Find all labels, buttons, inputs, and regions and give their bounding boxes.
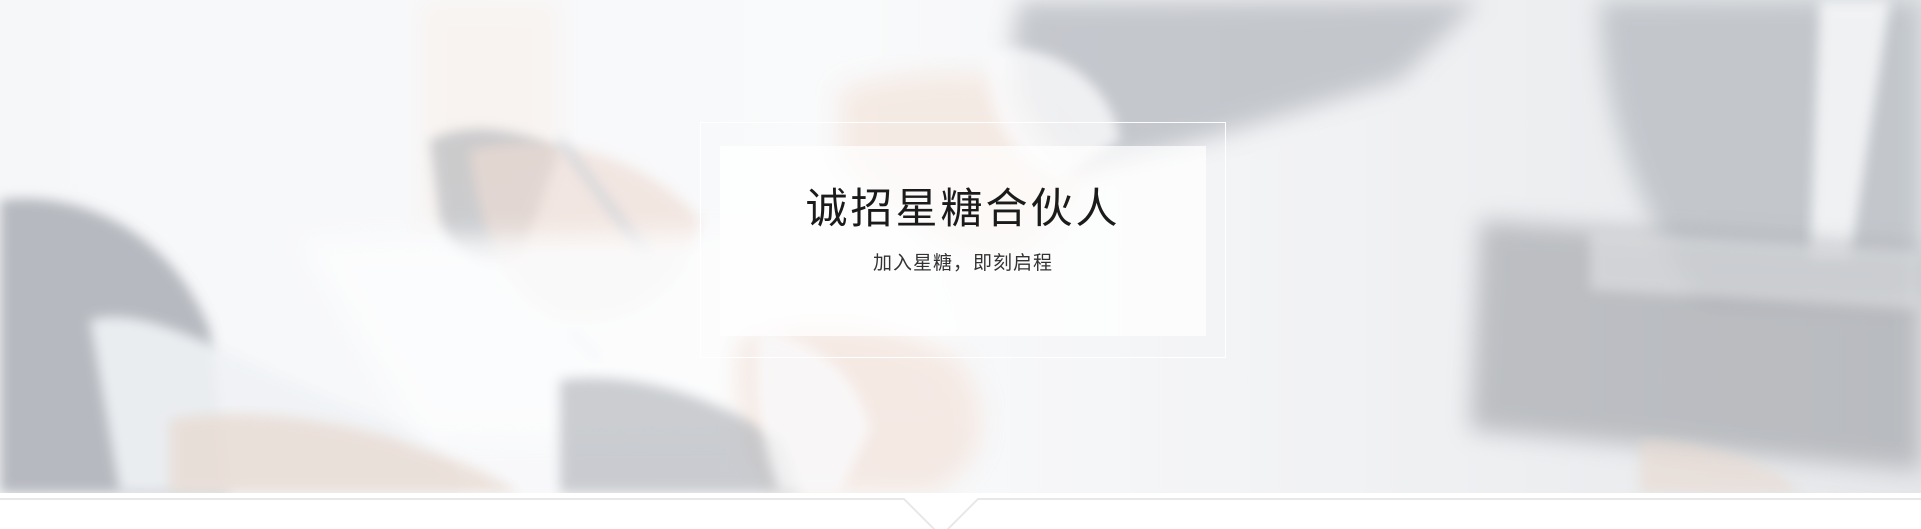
page-title: 诚招星糖合伙人 — [805, 184, 1121, 233]
page-subtitle: 加入星糖，即刻启程 — [872, 252, 1053, 274]
title-card: 诚招星糖合伙人 加入星糖，即刻启程 — [720, 146, 1206, 336]
chevron-down-icon — [0, 498, 1921, 529]
background-photo — [0, 0, 1921, 493]
section-divider — [0, 493, 1921, 529]
title-card-outer-frame — [700, 122, 1226, 358]
hero-banner: 诚招星糖合伙人 加入星糖，即刻启程 — [0, 0, 1921, 493]
